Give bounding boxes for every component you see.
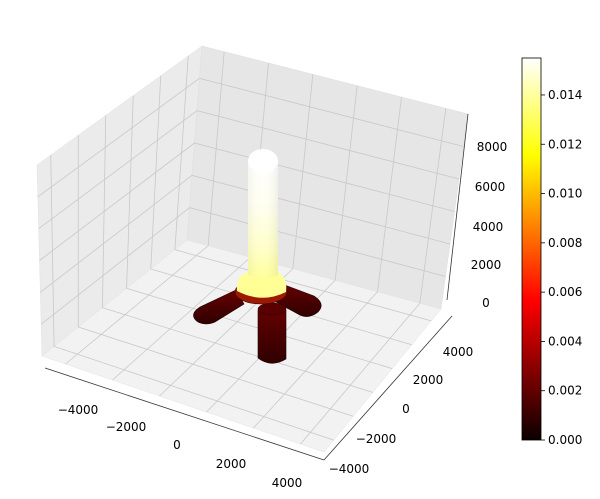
back-wall-gridline: [199, 77, 464, 147]
x-tick-label: −4000: [58, 403, 99, 417]
floor-gridline: [112, 256, 251, 381]
y-tick-label: 2000: [413, 373, 444, 387]
z-tick-label: 0: [482, 296, 490, 310]
y-tick-label: 0: [402, 402, 410, 416]
colorbar-gradient: [521, 57, 542, 441]
floor-gridline: [53, 345, 334, 441]
column-top-cap: [248, 149, 278, 173]
y-tick-label: −2000: [356, 432, 397, 446]
colorbar-tick-label: 0.000: [548, 433, 582, 447]
floor-gridline: [300, 302, 421, 445]
floor-gridline: [253, 291, 378, 429]
z-tick-label: 6000: [475, 180, 506, 194]
left-wall-gridline: [38, 110, 198, 229]
floor-gridline: [65, 245, 209, 365]
colorbar-tick-label: 0.002: [548, 384, 582, 398]
left-wall-gridline: [37, 78, 200, 198]
y-tick-label: 4000: [443, 345, 474, 359]
arm-left: [193, 289, 245, 325]
left-wall-gridline: [39, 142, 195, 261]
y-axis-line: [323, 315, 453, 461]
x-tick-label: 4000: [272, 476, 303, 490]
colorbar-tick-label: 0.008: [548, 236, 582, 250]
back-wall-gridline: [189, 207, 446, 277]
z-tick-labels: 0 2000 4000 6000 8000: [471, 140, 508, 310]
x-tick-labels: −4000 −2000 0 2000 4000: [58, 403, 303, 490]
back-wall-gridline: [191, 174, 451, 245]
left-wall-gridline: [40, 207, 190, 325]
colorbar-tick-label: 0.004: [548, 334, 582, 348]
z-tick-label: 4000: [473, 220, 504, 234]
colorbar-ticks: 0.000 0.002 0.004 0.006 0.008 0.010 0.012 0.014: [541, 88, 582, 447]
floor-gridline: [174, 249, 432, 322]
z-axis-line: [446, 113, 469, 301]
floor-gridline: [78, 326, 354, 417]
colorbar-tick-label: 0.012: [548, 137, 582, 151]
arm-front-cap: [257, 302, 287, 316]
colorbar-tick-label: 0.014: [548, 88, 582, 102]
column-shading: [248, 162, 278, 279]
surface-3d: [193, 149, 322, 364]
colorbar: 0.000 0.002 0.004 0.006 0.008 0.010 0.012 0.014: [521, 57, 582, 447]
x-tick-label: 2000: [216, 457, 247, 471]
left-wall-gridline: [40, 175, 193, 293]
z-tick-label: 2000: [471, 258, 502, 272]
x-axis-line: [44, 367, 325, 461]
y-tick-label: −4000: [329, 462, 370, 476]
y-tick-labels: −4000 −2000 0 2000 4000: [329, 345, 474, 476]
column-base-bulge: [236, 272, 287, 298]
axis-lines: [44, 113, 469, 461]
x-tick-label: 0: [173, 438, 181, 452]
colorbar-tick-label: 0.010: [548, 187, 582, 201]
back-wall-gridline: [196, 110, 460, 180]
z-tick-label: 8000: [477, 140, 508, 154]
x-tick-label: −2000: [106, 420, 147, 434]
floor-gridline: [102, 307, 373, 393]
back-wall-gridline: [194, 142, 455, 212]
colorbar-tick-label: 0.006: [548, 285, 582, 299]
